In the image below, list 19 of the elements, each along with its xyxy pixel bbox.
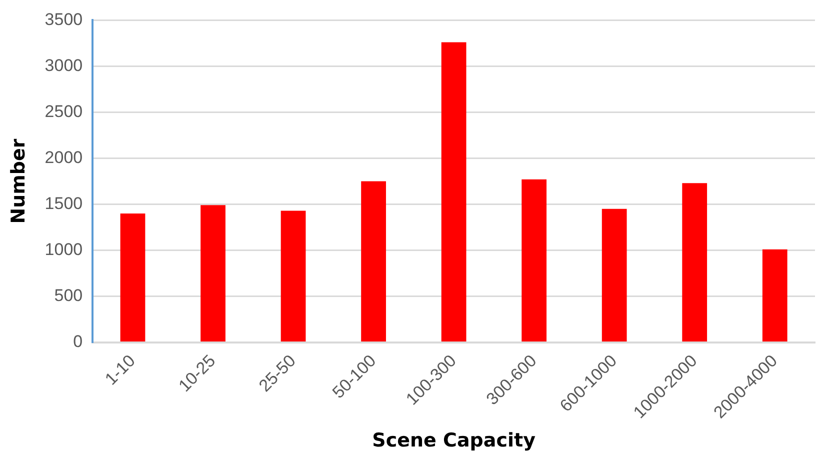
bar xyxy=(682,183,708,342)
bar xyxy=(280,210,306,342)
y-tick-label: 3000 xyxy=(44,56,83,75)
bar xyxy=(120,213,146,342)
y-axis-title: Number xyxy=(7,138,30,224)
x-axis-title: Scene Capacity xyxy=(372,430,536,452)
y-tick-label: 2500 xyxy=(44,102,83,121)
y-tick-label: 2000 xyxy=(44,148,83,167)
bar xyxy=(441,42,466,342)
y-tick-label: 500 xyxy=(54,286,83,305)
y-tick-label: 1000 xyxy=(44,240,83,259)
y-tick-label: 0 xyxy=(73,332,83,351)
bar xyxy=(762,249,788,342)
y-tick-label: 3500 xyxy=(44,10,83,29)
bar xyxy=(200,205,226,342)
bar xyxy=(361,181,386,342)
bar xyxy=(602,208,627,342)
bar xyxy=(522,179,547,342)
y-tick-label: 1500 xyxy=(44,194,83,213)
